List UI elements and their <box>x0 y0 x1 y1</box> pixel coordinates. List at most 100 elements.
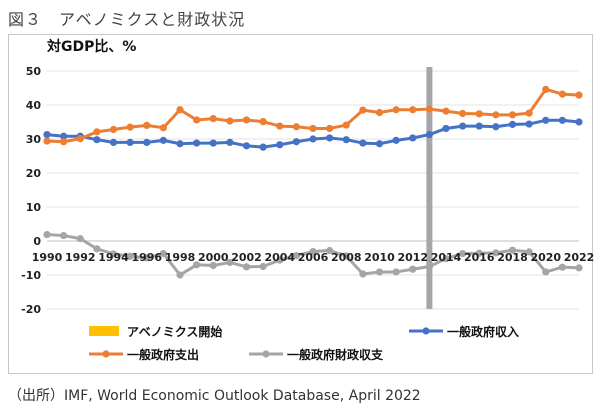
x-tick-label: 1996 <box>131 251 162 264</box>
legend-label: 一般政府収入 <box>447 324 519 339</box>
data-point <box>425 130 433 139</box>
data-point <box>375 140 384 148</box>
data-point <box>276 141 284 149</box>
x-tick-label: 2018 <box>497 251 528 264</box>
y-tick-label: 0 <box>33 235 41 248</box>
y-tick-label: 30 <box>26 133 42 146</box>
data-point <box>508 120 517 128</box>
data-point <box>60 132 68 140</box>
x-tick-label: 2012 <box>397 251 428 264</box>
data-point <box>193 139 201 147</box>
data-point <box>375 108 384 117</box>
data-point <box>292 138 300 146</box>
data-point <box>525 248 533 256</box>
data-point <box>176 140 184 148</box>
data-point <box>126 138 134 146</box>
data-point <box>43 130 51 139</box>
source-note: （出所）IMF, World Economic Outlook Database… <box>8 388 421 404</box>
data-point <box>409 106 417 114</box>
series-layer <box>43 85 583 279</box>
data-point <box>359 106 367 114</box>
legend-swatch <box>89 326 119 336</box>
data-point <box>375 268 384 276</box>
data-point <box>542 116 550 124</box>
legend-label: 一般政府財政収支 <box>287 347 384 362</box>
grid-layer <box>47 70 579 310</box>
x-tick-label: 1998 <box>165 251 196 264</box>
data-point <box>309 135 317 143</box>
data-point <box>492 111 500 119</box>
x-tick-label: 1992 <box>65 251 96 264</box>
data-point <box>43 230 51 239</box>
data-point <box>93 136 101 144</box>
event-layer <box>426 67 433 309</box>
data-point <box>425 105 433 113</box>
legend-marker <box>262 350 270 358</box>
data-point <box>209 139 217 147</box>
y-axis-label: 対GDP比、% <box>46 38 136 55</box>
abenomics-start-marker <box>426 67 433 309</box>
y-tick-label: -20 <box>21 303 41 316</box>
data-point <box>226 117 234 125</box>
data-point <box>259 118 267 126</box>
data-point <box>459 249 467 258</box>
data-point <box>93 128 101 136</box>
data-point <box>475 122 483 130</box>
x-tick-label: 2022 <box>564 251 594 264</box>
data-point <box>109 125 118 134</box>
data-point <box>242 263 251 271</box>
data-point <box>143 254 151 262</box>
data-point <box>193 116 201 124</box>
x-tick-label: 1994 <box>98 251 129 264</box>
data-point <box>558 263 566 271</box>
data-point <box>143 138 151 146</box>
data-point <box>176 106 184 114</box>
data-point <box>525 120 533 128</box>
data-point <box>326 134 334 142</box>
legend-marker <box>102 350 110 358</box>
data-point <box>542 85 550 93</box>
y-tick-label: 20 <box>26 167 42 180</box>
data-point <box>392 106 400 114</box>
data-point <box>558 90 566 98</box>
data-point <box>492 249 500 257</box>
data-point <box>126 252 134 260</box>
x-tick-label: 1990 <box>32 251 63 264</box>
data-point <box>442 107 450 115</box>
data-point <box>309 124 317 133</box>
data-point <box>60 231 68 240</box>
data-point <box>60 138 68 146</box>
data-point <box>475 110 483 118</box>
x-tick-label: 2014 <box>431 251 462 264</box>
data-point <box>575 118 583 126</box>
data-point <box>259 143 267 151</box>
data-point <box>159 124 167 132</box>
data-point <box>342 121 350 129</box>
data-point <box>159 249 167 258</box>
x-tick-label: 2004 <box>264 251 295 264</box>
x-tick-label: 2008 <box>331 251 362 264</box>
x-tick-label: 2016 <box>464 251 495 264</box>
data-point <box>442 255 450 263</box>
data-point <box>326 124 334 133</box>
data-point <box>259 262 267 271</box>
data-point <box>575 264 583 272</box>
data-point <box>392 268 400 276</box>
chart-frame: -20 -10 0 10 20 30 40 50 1990 1992 1994 1996 1998 200… <box>8 34 594 374</box>
data-point <box>209 261 217 270</box>
data-point <box>209 115 217 123</box>
data-point <box>542 268 550 276</box>
x-tick-label: 2000 <box>198 251 229 264</box>
data-point <box>359 139 367 147</box>
x-tick-label: 2020 <box>530 251 561 264</box>
legend-label: アベノミクス開始 <box>127 324 222 339</box>
data-point <box>159 136 167 144</box>
legend-marker <box>422 327 430 335</box>
y-tick-label: 10 <box>26 201 42 214</box>
data-point <box>359 270 367 278</box>
data-point <box>76 235 84 243</box>
data-point <box>492 123 500 131</box>
data-point <box>508 111 517 119</box>
